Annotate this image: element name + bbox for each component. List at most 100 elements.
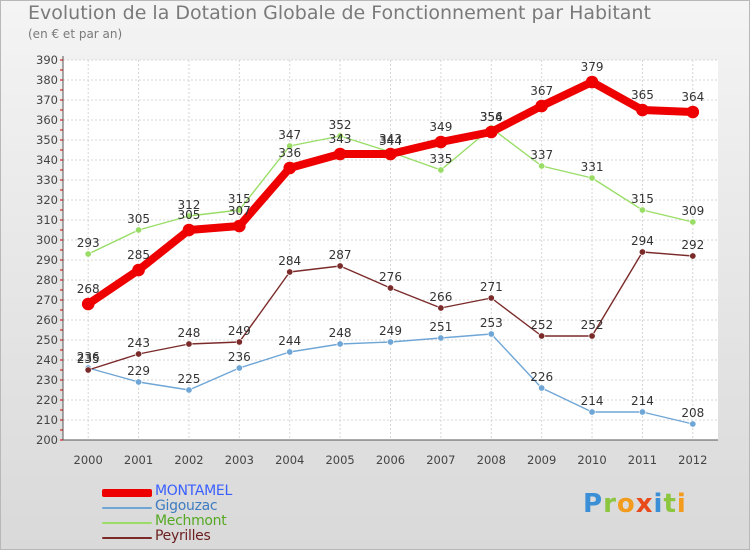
data-label-mechmont: 309 [681, 204, 704, 218]
y-tick-label: 320 [36, 193, 58, 207]
data-label-gigouzac: 214 [631, 394, 654, 408]
data-point-mechmont [336, 132, 344, 140]
logo-letter: r [603, 489, 617, 519]
y-tick-label: 230 [36, 373, 58, 387]
data-point-montamel [182, 223, 196, 237]
data-point-gigouzac [235, 364, 243, 372]
data-label-gigouzac: 226 [530, 370, 553, 384]
data-label-montamel: 336 [278, 146, 301, 160]
legend-swatch [102, 537, 152, 539]
x-tick-label: 2010 [577, 453, 606, 467]
data-label-montamel: 343 [329, 132, 352, 146]
data-label-montamel: 379 [581, 60, 604, 74]
data-point-peyrilles [185, 340, 193, 348]
data-point-montamel [283, 161, 297, 175]
data-point-peyrilles [638, 248, 646, 256]
data-label-gigouzac: 214 [581, 394, 604, 408]
data-label-peyrilles: 248 [178, 326, 201, 340]
data-label-mechmont: 344 [379, 134, 402, 148]
grid [63, 59, 718, 441]
data-point-gigouzac [437, 334, 445, 342]
data-label-montamel: 349 [429, 120, 452, 134]
y-tick-label: 240 [36, 353, 58, 367]
data-label-peyrilles: 266 [429, 290, 452, 304]
y-tick-label: 280 [36, 273, 58, 287]
data-label-montamel: 305 [178, 208, 201, 222]
logo-letter: t [663, 489, 677, 519]
proxiti-logo: Proxiti [583, 489, 687, 519]
y-tick-label: 260 [36, 313, 58, 327]
x-tick-label: 2003 [225, 453, 254, 467]
data-point-gigouzac [638, 408, 646, 416]
y-tick-label: 290 [36, 253, 58, 267]
data-point-gigouzac [538, 384, 546, 392]
data-label-gigouzac: 236 [228, 350, 251, 364]
data-point-peyrilles [286, 268, 294, 276]
x-tick-label: 2004 [275, 453, 304, 467]
data-labels: 268 285 305 307 336 343 343 349 354 367 379 365 364 2… [77, 60, 705, 420]
data-label-montamel: 354 [480, 110, 503, 124]
x-tick-label: 2007 [426, 453, 455, 467]
data-point-montamel [384, 147, 397, 161]
y-tick-label: 390 [36, 53, 58, 67]
data-label-gigouzac: 208 [681, 406, 704, 420]
y-tick-label: 340 [36, 153, 58, 167]
data-label-peyrilles: 252 [530, 318, 553, 332]
data-point-gigouzac [487, 330, 495, 338]
logo-letter: i [676, 489, 687, 519]
data-label-mechmont: 293 [77, 236, 100, 250]
data-label-gigouzac: 253 [480, 316, 503, 330]
x-tick-label: 2012 [678, 453, 707, 467]
y-tick-label: 370 [36, 93, 58, 107]
logo-letter: o [616, 489, 636, 519]
x-tick-label: 2000 [74, 453, 103, 467]
data-point-montamel [585, 75, 599, 89]
data-point-gigouzac [185, 386, 193, 394]
data-point-mechmont [185, 212, 193, 220]
data-label-mechmont: 352 [329, 118, 352, 132]
y-tick-label: 330 [36, 173, 58, 187]
data-label-montamel: 367 [530, 84, 553, 98]
data-point-montamel [132, 263, 145, 277]
data-point-mechmont [638, 206, 646, 214]
data-label-mechmont: 356 [480, 110, 503, 124]
x-tick-label: 2002 [174, 453, 203, 467]
data-label-peyrilles: 292 [681, 238, 704, 252]
data-point-peyrilles [437, 304, 445, 312]
data-label-mechmont: 315 [631, 192, 654, 206]
x-tick-label: 2009 [527, 453, 556, 467]
data-point-mechmont [84, 250, 92, 258]
data-point-gigouzac [588, 408, 596, 416]
data-point-peyrilles [386, 284, 394, 292]
data-label-mechmont: 312 [178, 198, 201, 212]
data-point-peyrilles [84, 366, 92, 374]
chart-title: Evolution de la Dotation Globale de Fonc… [28, 2, 651, 24]
legend-swatch [102, 522, 152, 524]
data-label-peyrilles: 276 [379, 270, 402, 284]
y-tick-label: 200 [36, 433, 58, 447]
data-point-montamel [434, 135, 448, 149]
data-label-gigouzac: 248 [329, 326, 352, 340]
data-label-montamel: 268 [77, 282, 100, 296]
data-point-peyrilles [588, 332, 596, 340]
legend-label: Gigouzac [155, 498, 218, 514]
logo-letter: x [635, 489, 654, 519]
data-label-peyrilles: 249 [228, 324, 251, 338]
data-label-peyrilles: 271 [480, 280, 503, 294]
data-label-peyrilles: 287 [329, 248, 352, 262]
data-label-gigouzac: 229 [127, 364, 150, 378]
data-point-mechmont [588, 174, 596, 182]
y-tick-label: 310 [36, 213, 58, 227]
data-point-gigouzac [336, 340, 344, 348]
data-label-gigouzac: 251 [429, 320, 452, 334]
data-point-peyrilles [487, 294, 495, 302]
data-point-montamel [233, 219, 246, 233]
x-tick-label: 2008 [477, 453, 506, 467]
data-point-mechmont [437, 166, 445, 174]
data-label-montamel: 285 [127, 248, 150, 262]
legend-swatch [102, 507, 152, 509]
data-point-mechmont [689, 218, 697, 226]
data-point-peyrilles [235, 338, 243, 346]
data-point-gigouzac [689, 420, 697, 428]
data-label-gigouzac: 244 [278, 334, 301, 348]
